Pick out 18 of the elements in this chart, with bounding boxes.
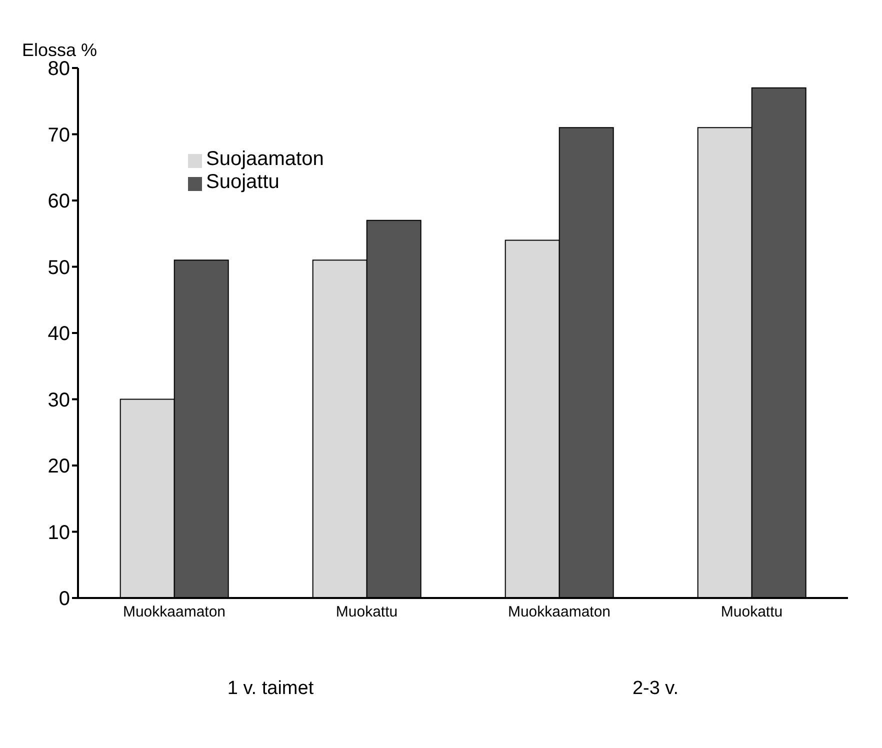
y-tick-label: 50 bbox=[48, 256, 70, 279]
y-tick-label: 10 bbox=[48, 522, 70, 544]
legend-label: Suojaamaton bbox=[206, 148, 324, 170]
y-axis-title: Elossa % bbox=[22, 40, 98, 61]
x-tick-label: Muokkaamaton bbox=[508, 604, 611, 621]
y-tick-label: 40 bbox=[48, 323, 70, 346]
x-tick-label: Muokkaamaton bbox=[122, 604, 226, 621]
y-tick-label: 70 bbox=[48, 124, 70, 146]
y-tick-label: 20 bbox=[48, 456, 70, 478]
legend-label: Suojattu bbox=[206, 171, 280, 193]
y-tick-label: 0 bbox=[58, 588, 70, 610]
x-tick-label: Muokattu bbox=[720, 604, 783, 621]
text: 1 v. taimet bbox=[226, 678, 315, 700]
text: 2-3 v. bbox=[631, 678, 680, 700]
x-tick-label: Muokattu bbox=[336, 604, 398, 621]
y-tick-label: 80 bbox=[48, 58, 70, 80]
y-tick-label: 30 bbox=[48, 389, 70, 412]
y-tick-label: 60 bbox=[48, 190, 70, 213]
